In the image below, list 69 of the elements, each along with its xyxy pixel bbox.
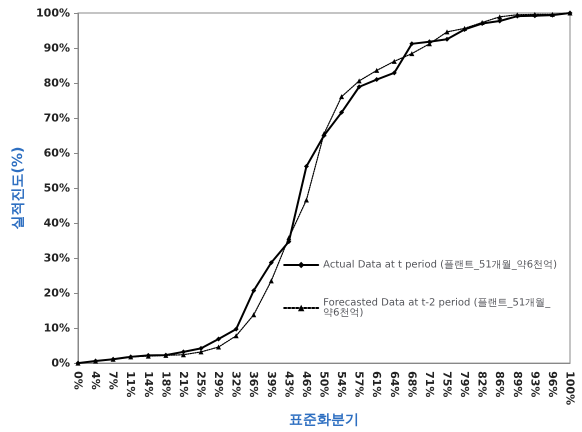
point [497, 14, 502, 20]
x-tick-label: 75% [440, 371, 454, 398]
x-tick-label: 96% [546, 371, 559, 398]
y-tick-label: 0% [51, 356, 70, 370]
point [444, 29, 450, 34]
y-tick-label: 40% [44, 216, 70, 230]
x-tick-label: 68% [405, 371, 418, 398]
point [234, 326, 239, 332]
y-tick-label: 10% [44, 322, 70, 335]
x-tick-label: 89% [510, 371, 524, 398]
x-tick-label: 43% [282, 371, 296, 398]
point [374, 68, 380, 73]
x-tick-label: 14% [142, 371, 155, 398]
point [216, 344, 222, 350]
point [444, 36, 450, 42]
x-tick-label: 82% [476, 371, 489, 398]
y-tick-label: 30% [44, 252, 70, 265]
x-tick-label: 39% [264, 371, 278, 398]
x-tick-label: 71% [422, 371, 436, 398]
point [374, 77, 380, 82]
point [216, 336, 222, 342]
point [268, 278, 274, 284]
point [234, 333, 239, 338]
point [198, 346, 204, 351]
y-tick-label: 90% [44, 42, 70, 55]
x-tick-label: 100% [564, 371, 576, 406]
x-tick-label: 36% [247, 371, 260, 398]
x-tick-label: 11% [124, 371, 138, 398]
x-tick-label: 0% [72, 371, 84, 390]
point [339, 94, 344, 100]
y-axis-title: 실적진도(%) [10, 146, 26, 230]
point [304, 197, 309, 202]
x-tick-label: 61% [370, 371, 384, 398]
x-tick-label: 46% [300, 371, 313, 398]
x-tick-label: 54% [335, 371, 348, 398]
y-tick-label: 70% [44, 112, 70, 125]
x-tick-label: 7% [106, 371, 120, 390]
x-tick-label: 4% [89, 371, 102, 390]
x-tick-label: 93% [528, 371, 542, 398]
x-tick-label: 50% [318, 371, 330, 398]
point [251, 312, 256, 318]
x-tick-label: 32% [230, 371, 243, 398]
point [392, 58, 397, 64]
point [409, 51, 414, 56]
point [356, 78, 362, 84]
x-tick-label: 29% [212, 371, 226, 398]
y-tick-label: 60% [44, 146, 70, 160]
y-tick-label: 50% [44, 182, 70, 195]
x-tick-label: 25% [194, 371, 208, 398]
x-tick-label: 64% [388, 371, 401, 398]
point [304, 164, 309, 169]
point [268, 260, 274, 266]
x-tick-label: 79% [458, 371, 472, 398]
x-axis-title: 표준화분기 [289, 412, 359, 428]
legend-label: Actual Data at t period (플랜트_51개월_약6천억) [323, 260, 558, 270]
point [286, 235, 292, 240]
y-tick-label: 100% [36, 6, 70, 20]
y-tick-label: 20% [44, 286, 70, 300]
point [251, 288, 256, 294]
x-tick-label: 21% [176, 371, 190, 398]
point [497, 18, 502, 24]
legend-label: Forecasted Data at t-2 period (플랜트_51개월_약6천억) [323, 298, 552, 318]
x-tick-label: 18% [159, 371, 172, 398]
x-tick-label: 57% [352, 371, 366, 398]
y-tick-label: 80% [44, 76, 70, 90]
point [339, 110, 344, 115]
point [356, 84, 362, 90]
point [392, 70, 397, 76]
x-tick-label: 86% [493, 371, 506, 398]
